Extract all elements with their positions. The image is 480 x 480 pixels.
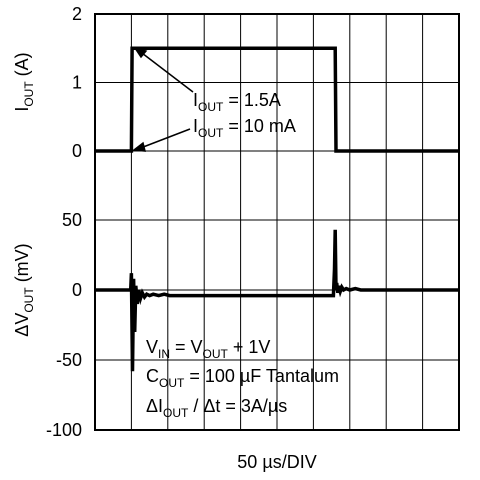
x-axis-label: 50 µs/DIV <box>237 452 316 472</box>
annotation-vin-b: = V <box>170 337 203 357</box>
traces <box>95 46 459 372</box>
annotation-iout-low-sub: OUT <box>198 126 224 140</box>
annotation-slew-b: / Δt = 3A/µs <box>188 396 287 416</box>
y-tick-label: -100 <box>46 420 82 440</box>
annotation-iout-high-post: = 1.5A <box>223 90 281 110</box>
annotation-iout-high-pre: I <box>193 90 198 110</box>
top-y-axis-label-sub: OUT <box>22 81 36 107</box>
bottom-y-axis-label-sub: OUT <box>22 287 36 313</box>
y-tick-labels: 0 1 2 50 0 -50 -100 <box>46 4 82 440</box>
annotation-iout-low-post: = 10 mA <box>223 116 296 136</box>
y-tick-label: 0 <box>72 280 82 300</box>
annotation-cout-b: = 100 µF Tantalum <box>184 366 339 386</box>
annotation-iout-high: IOUT = 1.5A <box>193 90 281 114</box>
annotation-vin: VIN = VOUT + 1V <box>146 337 270 361</box>
top-y-axis-label: IOUT (A) <box>12 52 36 111</box>
annotation-vin-c: + 1V <box>228 337 271 357</box>
y-tick-label: 1 <box>72 73 82 93</box>
bottom-y-axis-label: ΔVOUT (mV) <box>12 243 36 336</box>
iout-trace <box>95 46 459 153</box>
y-tick-label: 0 <box>72 141 82 161</box>
arrow-iout-low <box>137 128 191 150</box>
bottom-y-axis-label-unit: (mV) <box>12 243 32 287</box>
annotation-vin-a: V <box>146 337 158 357</box>
top-y-axis-label-unit: (A) <box>12 52 32 81</box>
arrowhead-iout-low <box>132 141 146 152</box>
annotation-iout-low: IOUT = 10 mA <box>193 116 296 140</box>
annotation-iout-low-pre: I <box>193 116 198 136</box>
annotation-slew: ΔIOUT / Δt = 3A/µs <box>146 396 287 420</box>
annotation-cout: COUT = 100 µF Tantalum <box>146 366 339 390</box>
annotation-vin-b-sub: OUT <box>203 347 229 361</box>
y-tick-label: -50 <box>56 350 82 370</box>
arrowhead-iout-high <box>133 46 148 59</box>
annotation-vin-a-sub: IN <box>158 347 170 361</box>
annotation-cout-a: C <box>146 366 159 386</box>
arrow-iout-high <box>137 49 194 93</box>
y-tick-label: 50 <box>62 210 82 230</box>
annotation-arrows <box>132 46 194 152</box>
y-tick-label: 2 <box>72 4 82 24</box>
annotation-slew-a: ΔI <box>146 396 163 416</box>
delta-vout-trace <box>95 229 459 372</box>
annotation-iout-high-sub: OUT <box>198 100 224 114</box>
annotation-cout-a-sub: OUT <box>159 376 185 390</box>
top-y-axis-label-main: I <box>12 107 32 112</box>
annotation-slew-a-sub: OUT <box>163 406 189 420</box>
bottom-y-axis-label-pre: ΔV <box>12 313 32 337</box>
